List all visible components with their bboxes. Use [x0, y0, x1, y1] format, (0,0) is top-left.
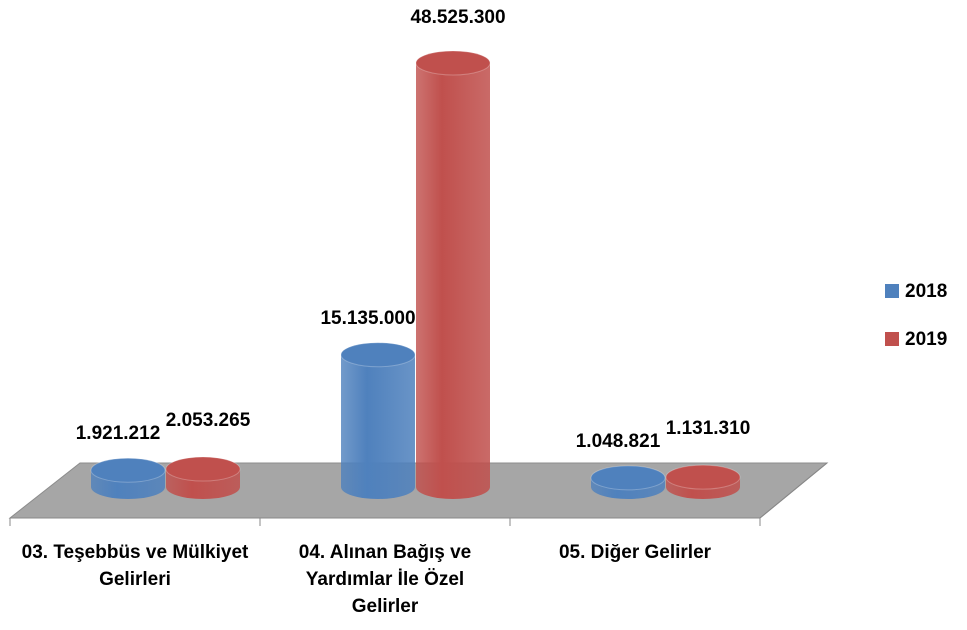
data-label: 48.525.300 — [410, 7, 505, 28]
data-label: 1.048.821 — [576, 431, 661, 452]
x-tick-label: 04. Alınan Bağış ve Yardımlar İle Özel G… — [298, 542, 472, 617]
legend-swatch — [885, 332, 899, 346]
data-label: 1.921.212 — [76, 423, 161, 444]
x-tick-label: 05. Diğer Gelirler — [558, 542, 712, 563]
cylinder-top — [340, 342, 416, 368]
cylinder-body — [416, 63, 490, 499]
cylinder — [415, 50, 491, 499]
data-label: 2.053.265 — [166, 410, 251, 431]
cylinder-top — [590, 465, 666, 491]
cylinder — [90, 457, 166, 499]
legend-label: 2018 — [905, 281, 947, 302]
cylinder — [590, 465, 666, 499]
cylinder — [165, 456, 241, 499]
data-label: 15.135.000 — [320, 308, 415, 329]
cylinder-body — [341, 354, 415, 499]
cylinder-top — [415, 50, 491, 76]
cylinder-top — [665, 464, 741, 490]
x-tick-label: 03. Teşebbüs ve Mülkiyet Gelirleri — [21, 542, 249, 590]
cylinder — [340, 342, 416, 499]
axis-edge — [759, 462, 828, 519]
cylinder — [665, 464, 741, 499]
data-label: 1.131.310 — [666, 418, 751, 439]
legend-swatch — [885, 284, 899, 298]
cylinder-top — [90, 457, 166, 483]
legend-label: 2019 — [905, 329, 947, 350]
cylinder-top — [165, 456, 241, 482]
